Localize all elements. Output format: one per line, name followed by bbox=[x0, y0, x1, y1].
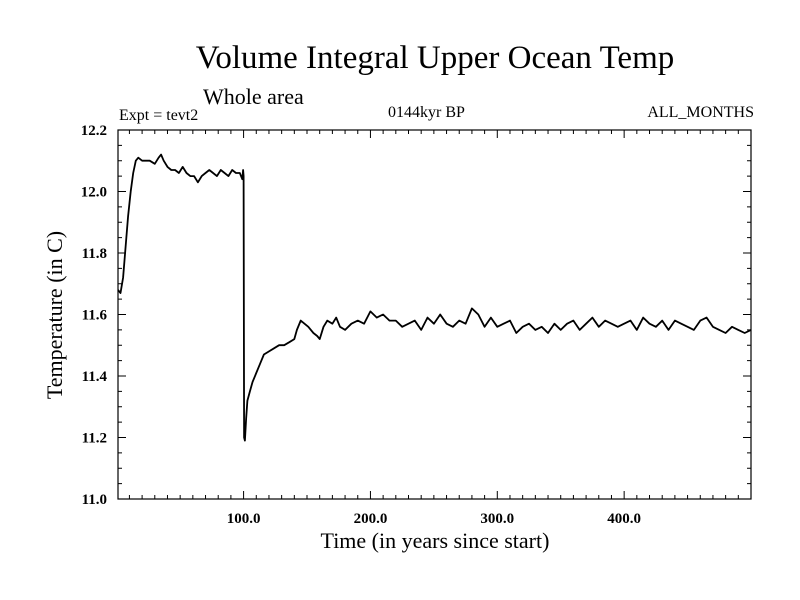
y-tick-label: 12.0 bbox=[81, 185, 107, 201]
axis-ticks bbox=[118, 130, 751, 499]
y-axis-label: Temperature (in C) bbox=[42, 231, 67, 399]
y-tick-label: 11.8 bbox=[82, 246, 107, 262]
x-tick-label: 200.0 bbox=[354, 511, 388, 527]
months-label: ALL_MONTHS bbox=[647, 104, 754, 121]
y-tick-label: 11.6 bbox=[82, 308, 108, 324]
x-tick-label: 400.0 bbox=[607, 511, 641, 527]
y-tick-label: 11.0 bbox=[82, 492, 107, 508]
x-axis-label: Time (in years since start) bbox=[321, 528, 550, 553]
y-tick-label: 11.2 bbox=[82, 431, 107, 447]
series-line bbox=[117, 153, 752, 442]
experiment-label: Expt = tevt2 bbox=[119, 107, 199, 124]
y-tick-label: 11.4 bbox=[82, 369, 108, 385]
y-tick-label: 12.2 bbox=[81, 123, 107, 139]
chart-series bbox=[117, 153, 752, 442]
period-label: 0144kyr BP bbox=[388, 104, 465, 121]
chart-subtitle: Whole area bbox=[203, 84, 304, 109]
x-tick-label: 100.0 bbox=[227, 511, 261, 527]
plot-frame bbox=[117, 129, 752, 500]
chart-title: Volume Integral Upper Ocean Temp bbox=[195, 40, 675, 76]
axis-tick-labels: 100.0 200.0 300.0 400.0 11.0 11.2 11.4 11.6 11.8… bbox=[81, 123, 641, 527]
x-tick-label: 300.0 bbox=[480, 511, 514, 527]
